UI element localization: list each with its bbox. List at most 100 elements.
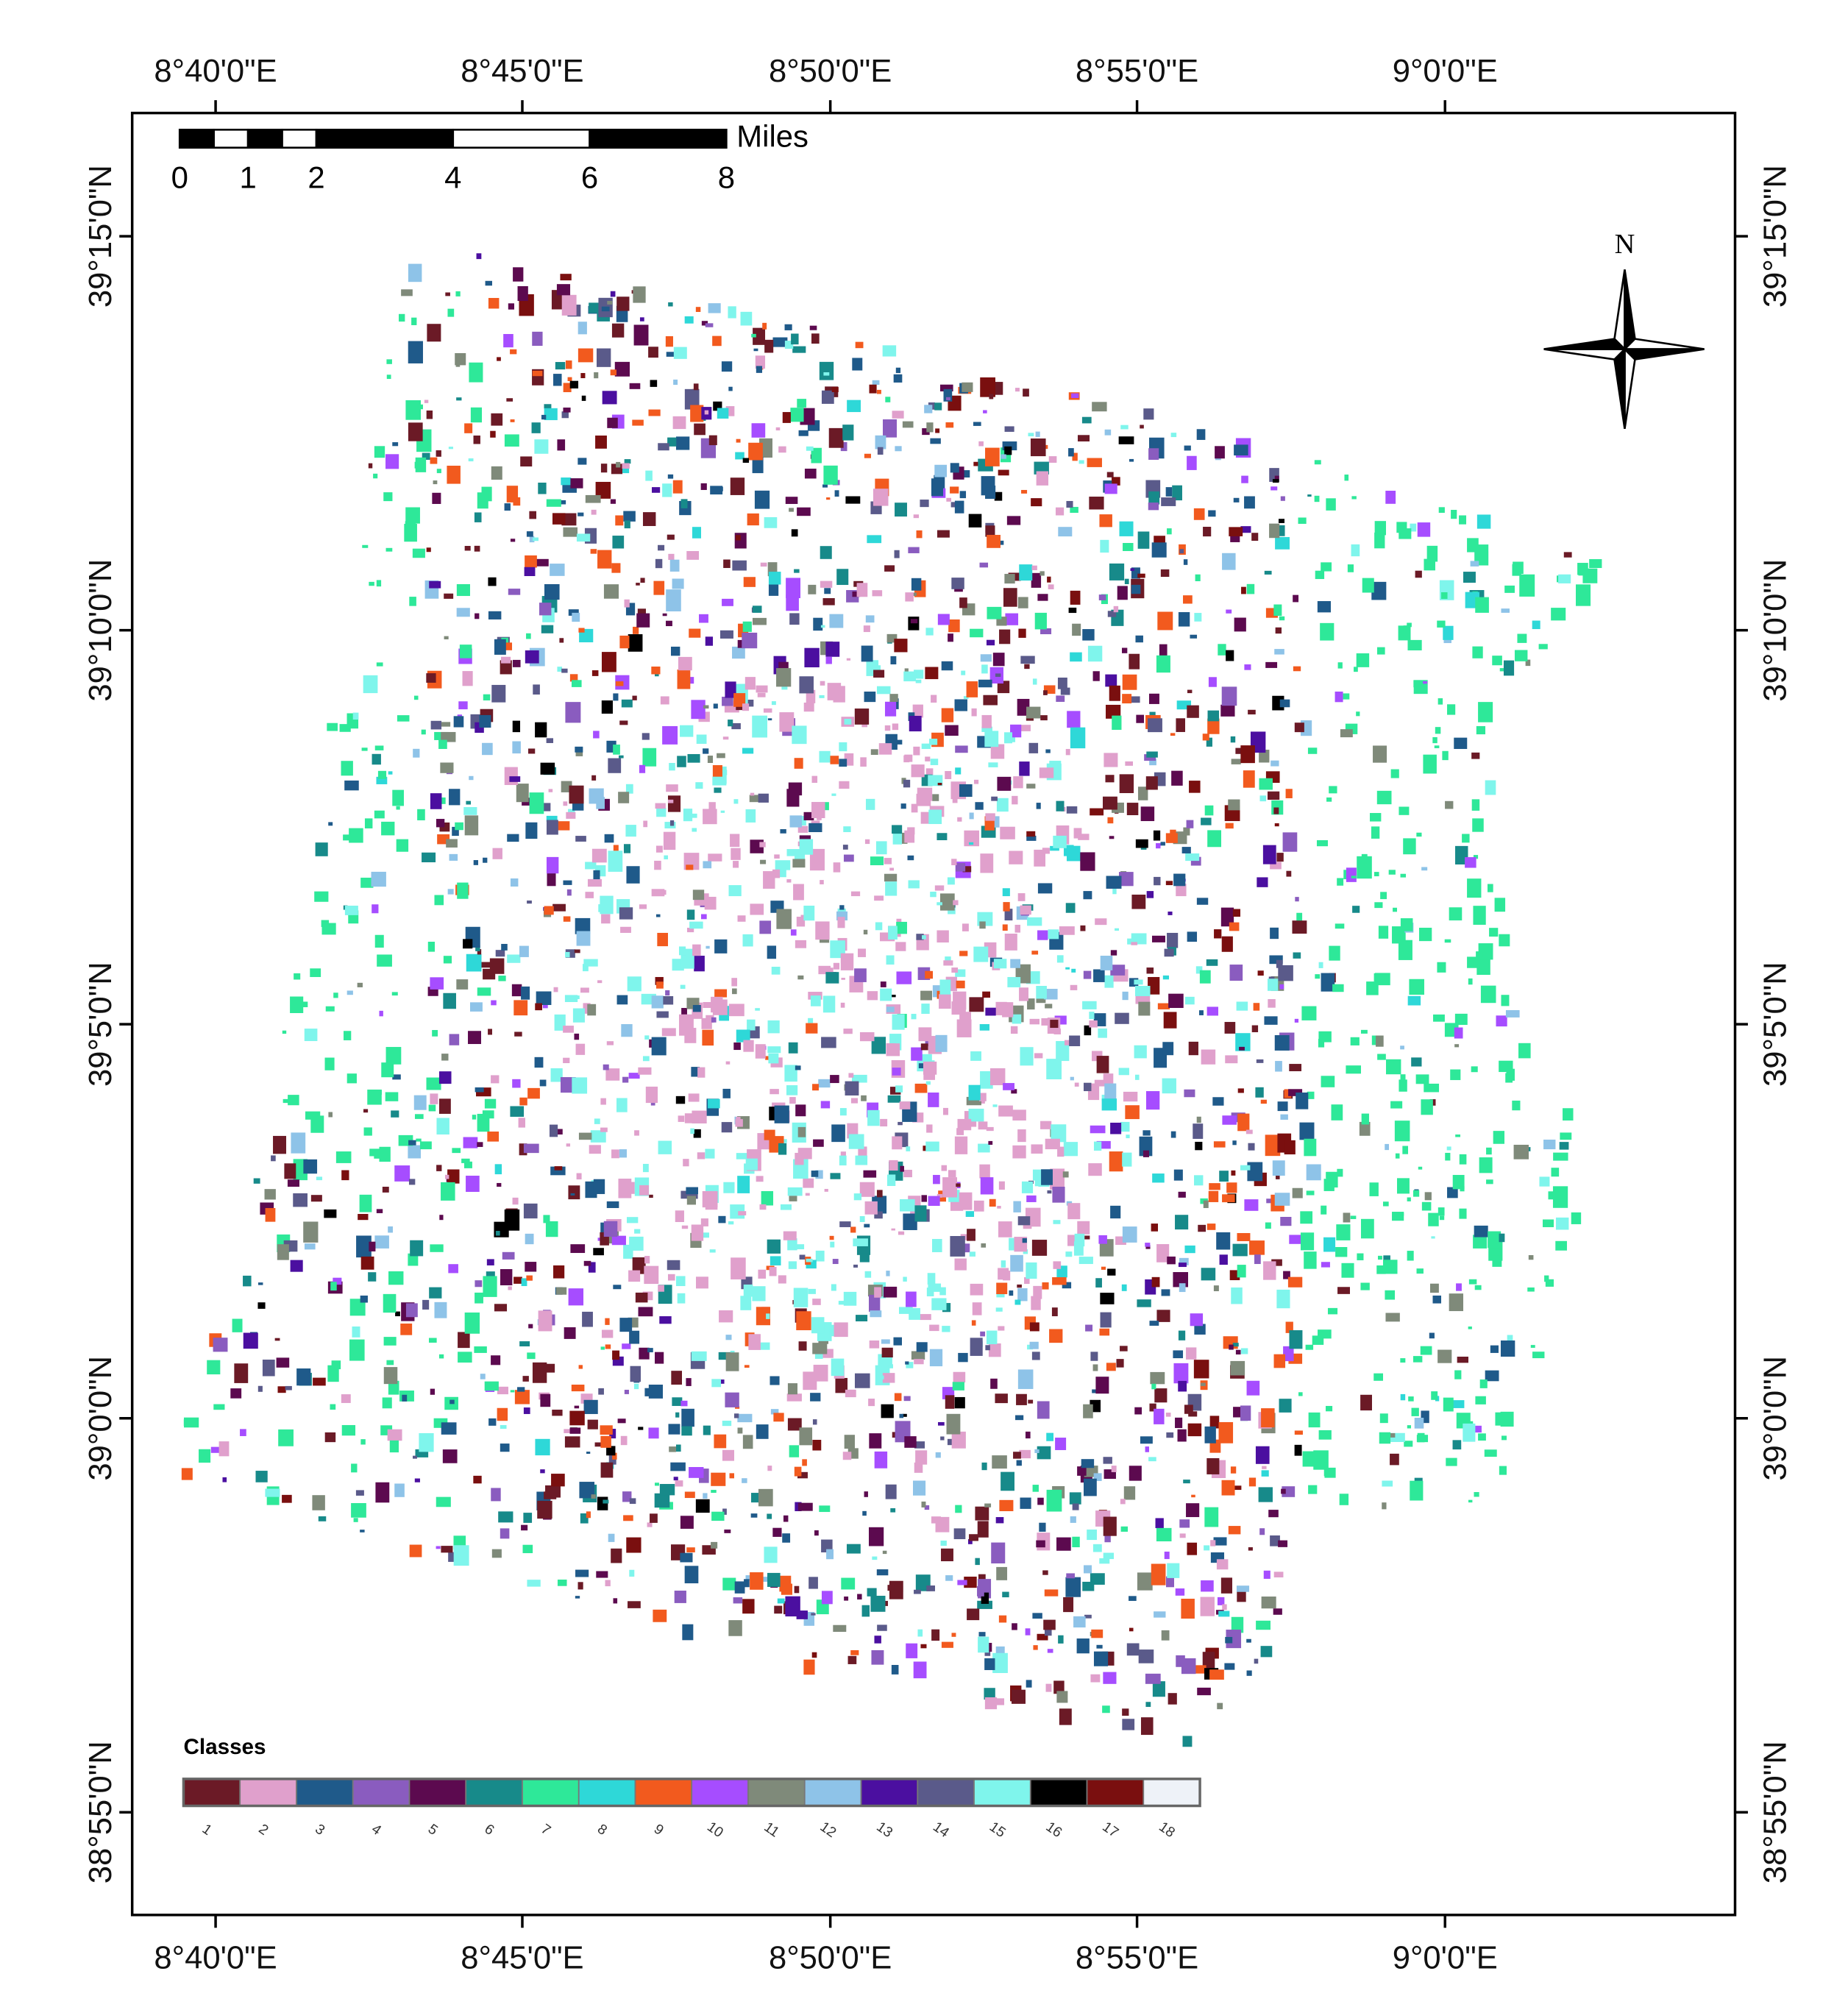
class-patch: [796, 1611, 808, 1619]
class-patch: [1279, 699, 1290, 708]
class-patch: [1059, 926, 1075, 935]
class-patch: [1043, 685, 1056, 694]
class-patch: [1417, 1432, 1425, 1443]
class-patch: [1013, 1201, 1021, 1212]
class-patch: [705, 1148, 715, 1159]
class-patch: [789, 613, 800, 625]
class-patch: [943, 388, 953, 402]
class-patch: [768, 583, 779, 596]
class-patch: [1078, 460, 1084, 464]
class-patch: [1087, 458, 1102, 467]
class-patch: [762, 1577, 771, 1582]
class-patch: [1475, 1396, 1486, 1404]
class-patch: [795, 1065, 801, 1070]
class-patch: [253, 1178, 260, 1184]
class-patch: [1066, 1573, 1075, 1579]
class-patch: [748, 1334, 761, 1350]
class-patch: [736, 703, 743, 711]
class-patch: [1256, 1620, 1270, 1630]
class-patch: [1085, 1324, 1093, 1332]
class-patch: [1059, 1708, 1072, 1725]
class-patch: [1121, 647, 1128, 653]
class-patch: [1493, 1131, 1505, 1144]
class-patch: [1294, 722, 1304, 733]
class-patch: [475, 1087, 484, 1093]
class-patch: [633, 324, 649, 346]
class-patch: [1106, 472, 1114, 477]
class-patch: [946, 497, 951, 502]
class-patch: [1465, 857, 1476, 868]
class-patch: [1122, 1708, 1129, 1716]
class-patch: [544, 906, 554, 915]
class-patch: [875, 841, 887, 855]
class-patch: [442, 1449, 458, 1463]
class-patch: [884, 873, 898, 882]
class-patch: [504, 767, 518, 786]
class-patch: [502, 1251, 515, 1260]
class-patch: [703, 861, 712, 869]
legend-swatch: [973, 1778, 1031, 1807]
class-patch: [1273, 807, 1279, 814]
class-patch: [853, 1238, 868, 1246]
class-patch: [1173, 1350, 1184, 1359]
class-patch: [341, 1170, 349, 1181]
class-patch: [408, 1140, 416, 1146]
scale-bar-label: 6: [581, 160, 598, 194]
class-patch: [717, 408, 729, 419]
class-patch: [547, 873, 556, 887]
class-patch: [591, 509, 597, 515]
class-patch: [1080, 852, 1095, 871]
class-patch: [1176, 718, 1185, 732]
class-patch: [1134, 1074, 1140, 1080]
class-patch: [1261, 1597, 1276, 1609]
class-patch: [956, 980, 965, 989]
class-patch: [841, 978, 845, 980]
class-patch: [441, 1422, 457, 1435]
class-patch: [510, 1106, 525, 1117]
class-patch: [534, 558, 549, 567]
class-patch: [566, 812, 576, 819]
class-patch: [1201, 1580, 1214, 1592]
class-patch: [1218, 1611, 1230, 1617]
class-patch: [563, 916, 571, 922]
class-patch: [1494, 898, 1506, 912]
class-patch: [1179, 1283, 1186, 1293]
class-patch: [799, 839, 814, 855]
class-patch: [769, 1267, 777, 1276]
class-patch: [1274, 649, 1284, 655]
class-patch: [1095, 1278, 1102, 1288]
class-patch: [575, 836, 586, 842]
class-patch: [611, 1235, 626, 1246]
class-patch: [902, 421, 914, 428]
class-patch: [864, 692, 876, 703]
class-patch: [273, 1135, 287, 1154]
class-patch: [1268, 1510, 1279, 1518]
class-patch: [1179, 1519, 1190, 1528]
class-patch: [494, 1304, 508, 1312]
class-patch: [794, 758, 803, 769]
class-patch: [1105, 775, 1115, 783]
class-patch: [1259, 750, 1270, 763]
class-patch: [532, 370, 543, 377]
class-patch: [1454, 1370, 1462, 1379]
class-patch: [1283, 1271, 1290, 1279]
class-patch: [894, 1393, 902, 1402]
class-patch: [680, 499, 688, 508]
class-patch: [1452, 1440, 1462, 1450]
class-patch: [955, 767, 962, 775]
class-patch: [990, 744, 1005, 759]
class-patch: [1002, 888, 1010, 897]
class-patch: [1306, 1190, 1315, 1196]
class-patch: [565, 951, 570, 958]
class-patch: [1092, 1389, 1097, 1393]
class-patch: [1589, 558, 1602, 569]
class-patch: [1246, 1670, 1252, 1676]
class-patch: [1117, 586, 1128, 600]
class-patch: [923, 1068, 936, 1080]
class-patch: [1279, 1399, 1292, 1413]
class-patch: [629, 1498, 636, 1505]
class-patch: [823, 372, 830, 376]
class-patch: [551, 1474, 565, 1487]
class-patch: [967, 1229, 975, 1241]
class-patch: [638, 1427, 644, 1430]
